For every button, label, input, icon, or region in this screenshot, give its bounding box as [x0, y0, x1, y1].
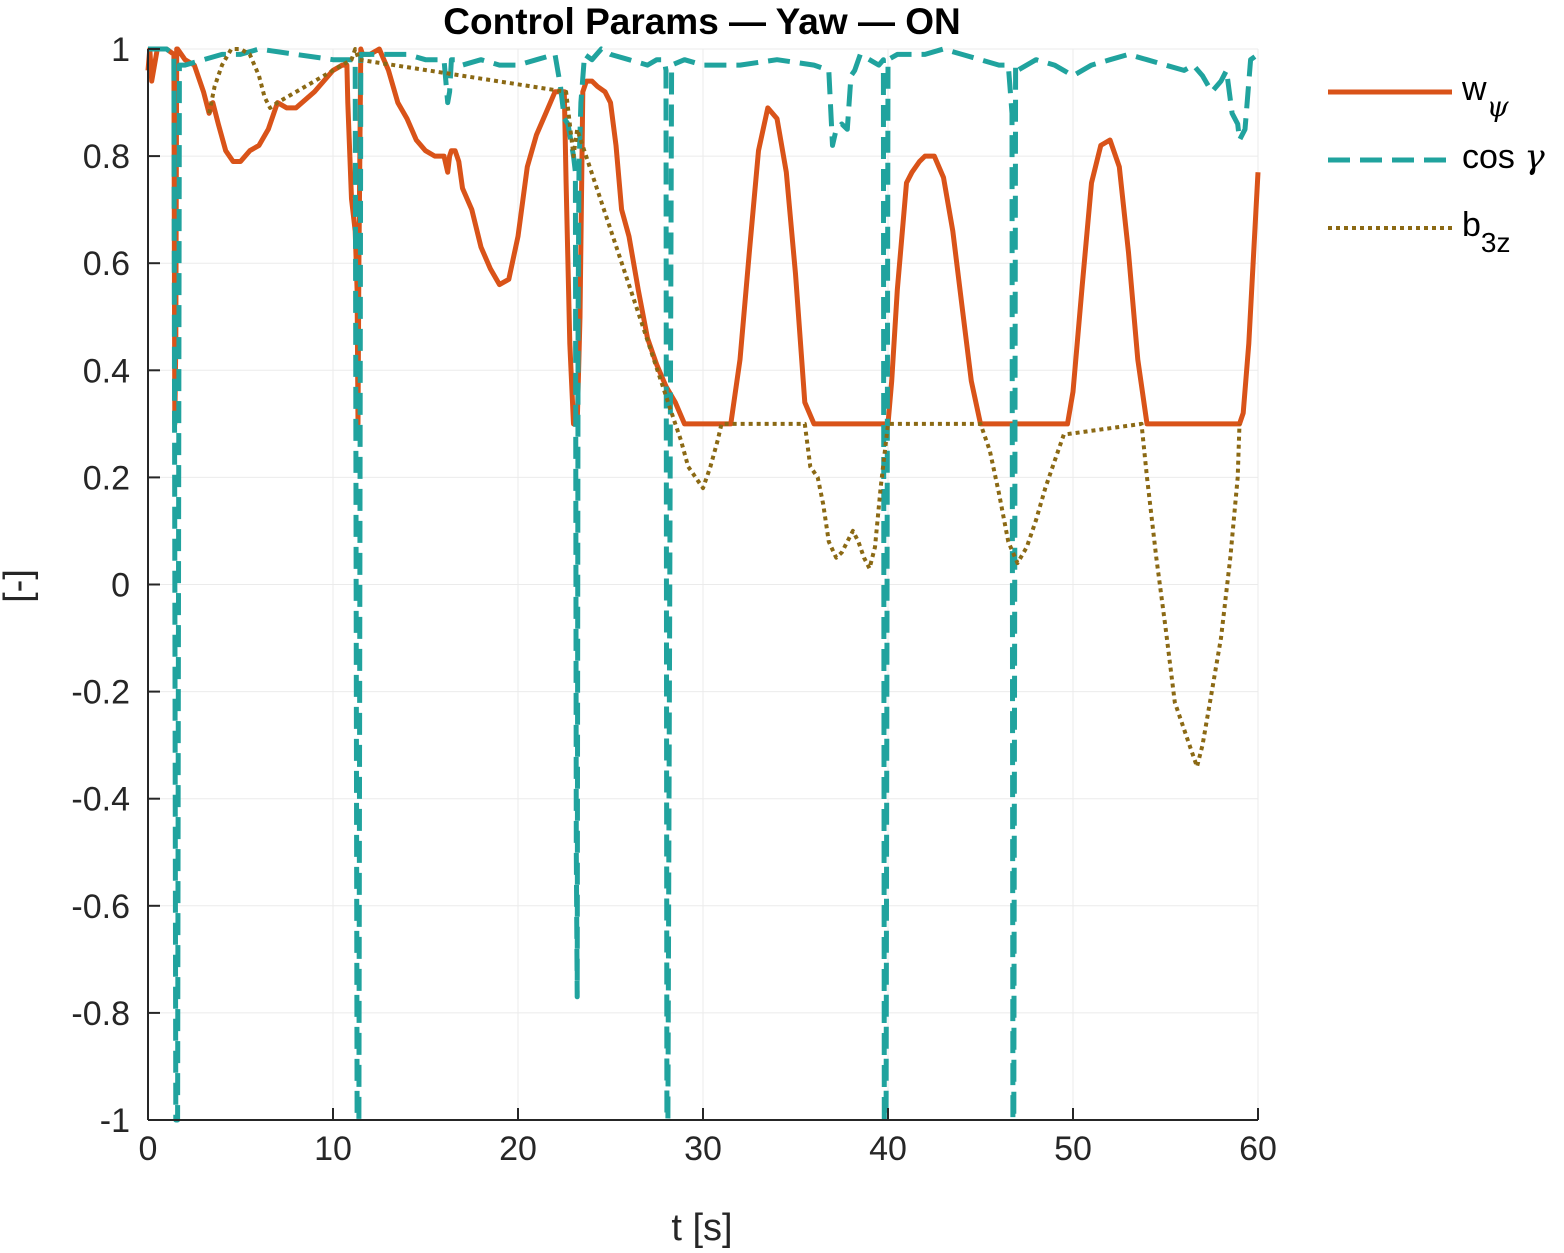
axes: 0 10 20 30 40 50 60 -1 -0.8 -0.6 -0.4 -0.2 0 0.2 0.4 0.…: [71, 31, 1277, 1168]
legend-main-text: w: [1461, 70, 1487, 108]
x-axis-title: t [s]: [671, 1207, 732, 1249]
legend-greek-text: γ: [1524, 137, 1545, 177]
y-tick-label: 0.8: [83, 138, 130, 176]
y-tick-label: 1: [111, 31, 130, 69]
x-tick-label: 50: [1054, 1130, 1092, 1168]
y-tick-label: -0.6: [71, 888, 130, 926]
x-tick-label: 0: [139, 1130, 158, 1168]
legend-subscript: ψ: [1487, 90, 1510, 123]
legend-subscript: 3z: [1481, 227, 1511, 258]
legend-main-text: b: [1462, 206, 1481, 244]
grid-lines: [147, 48, 1259, 1121]
chart-title: Control Params — Yaw — ON: [443, 1, 960, 42]
legend: wψ cos γ b3z: [1328, 70, 1545, 258]
x-tick-label: 40: [869, 1130, 907, 1168]
x-tick-label: 60: [1239, 1130, 1277, 1168]
y-tick-label: -1: [100, 1102, 130, 1140]
legend-label-1: cos γ: [1462, 137, 1545, 177]
x-tick-label: 10: [314, 1130, 352, 1168]
series-lines: [145, 46, 1261, 1123]
y-tick-label: -0.2: [71, 674, 130, 712]
x-tick-label: 20: [499, 1130, 537, 1168]
y-tick-label: 0: [111, 567, 130, 605]
y-tick-label: -0.4: [71, 781, 130, 819]
series-line-1: [148, 46, 1260, 1123]
y-tick-label: 0.4: [83, 352, 130, 390]
y-tick-label: 0.6: [83, 245, 130, 283]
y-axis-title: [-]: [0, 569, 39, 603]
series-line-2: [207, 47, 1242, 769]
y-tick-label: 0.2: [83, 459, 130, 497]
x-tick-label: 30: [684, 1130, 722, 1168]
y-tick-label: -0.8: [71, 995, 130, 1033]
legend-main-text: cos: [1462, 138, 1524, 176]
legend-label-2: b3z: [1462, 206, 1511, 258]
legend-label-0: wψ: [1461, 70, 1510, 123]
